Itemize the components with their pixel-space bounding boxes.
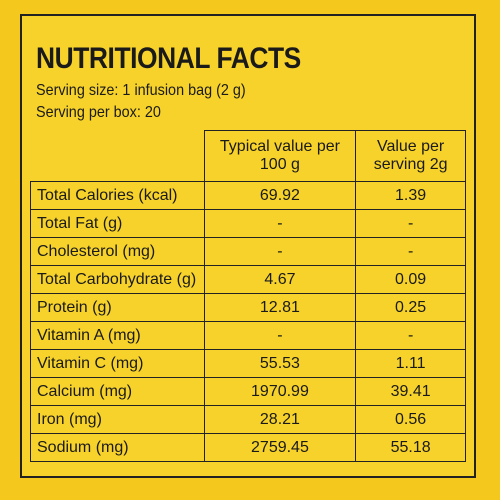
value-cell: 0.56 <box>355 405 466 434</box>
label-box: NUTRITIONAL FACTS Serving size: 1 infusi… <box>20 14 476 478</box>
nutrient-cell: Vitamin A (mg) <box>30 321 205 350</box>
column-header: Value per serving 2g <box>355 130 466 182</box>
column-header: Typical value per 100 g <box>203 130 357 182</box>
value-cell: 1.11 <box>355 349 466 378</box>
value-cell: - <box>203 237 357 266</box>
value-cell: 0.09 <box>355 265 466 294</box>
nutrient-cell: Total Carbohydrate (g) <box>30 265 205 294</box>
table-row: Total Calories (kcal) 69.92 1.39 <box>30 181 466 210</box>
table-row: Protein (g) 12.81 0.25 <box>30 293 466 322</box>
value-cell: - <box>203 321 357 350</box>
table-row: Vitamin A (mg) - - <box>30 321 466 350</box>
nutrition-table: Typical value per 100 g Value per serving… <box>30 130 466 462</box>
value-cell: 12.81 <box>203 293 357 322</box>
serving-size: Serving size: 1 infusion bag (2 g) <box>36 82 246 99</box>
value-cell: 28.21 <box>203 405 357 434</box>
value-cell: 39.41 <box>355 377 466 406</box>
value-cell: 4.67 <box>203 265 357 294</box>
servings-per-box: Serving per box: 20 <box>36 104 161 121</box>
value-cell: - <box>355 209 466 238</box>
table-row: Iron (mg) 28.21 0.56 <box>30 405 466 434</box>
nutrient-cell: Cholesterol (mg) <box>30 237 205 266</box>
nutrient-cell: Protein (g) <box>30 293 205 322</box>
table-row: Total Carbohydrate (g) 4.67 0.09 <box>30 265 466 294</box>
value-cell: 0.25 <box>355 293 466 322</box>
table-row: Cholesterol (mg) - - <box>30 237 466 266</box>
value-cell: 55.18 <box>355 433 466 462</box>
value-cell: 2759.45 <box>203 433 357 462</box>
table-row: Vitamin C (mg) 55.53 1.11 <box>30 349 466 378</box>
nutrient-cell: Sodium (mg) <box>30 433 205 462</box>
nutrient-cell: Iron (mg) <box>30 405 205 434</box>
value-cell: 69.92 <box>203 181 357 210</box>
value-cell: - <box>355 321 466 350</box>
header-row: Typical value per 100 g Value per serving… <box>30 130 466 182</box>
value-cell: 1.39 <box>355 181 466 210</box>
value-cell: 55.53 <box>203 349 357 378</box>
value-cell: 1970.99 <box>203 377 357 406</box>
value-cell: - <box>355 237 466 266</box>
title: NUTRITIONAL FACTS <box>36 42 301 75</box>
nutrient-cell: Vitamin C (mg) <box>30 349 205 378</box>
table-row: Total Fat (g) - - <box>30 209 466 238</box>
value-cell: - <box>203 209 357 238</box>
column-header <box>30 130 205 182</box>
nutrient-cell: Total Calories (kcal) <box>30 181 205 210</box>
nutrient-cell: Calcium (mg) <box>30 377 205 406</box>
nutrient-cell: Total Fat (g) <box>30 209 205 238</box>
table-row: Sodium (mg) 2759.45 55.18 <box>30 433 466 462</box>
table-row: Calcium (mg) 1970.99 39.41 <box>30 377 466 406</box>
